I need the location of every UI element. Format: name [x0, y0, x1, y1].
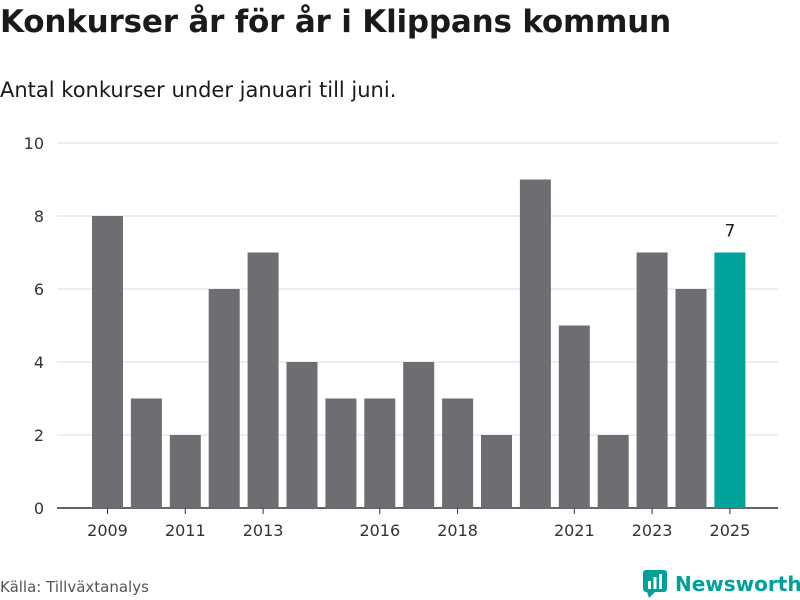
bar — [403, 362, 435, 508]
y-tick-label: 6 — [34, 280, 44, 299]
bar — [481, 435, 512, 508]
chart-title: Konkurser år för år i Klippans kommun — [0, 4, 671, 40]
bar-chart: 0 2 4 6 8 10 7 2009 2011 2013 2016 2018 2021 2023 2025 — [24, 134, 778, 540]
y-tick-label: 10 — [24, 134, 44, 153]
y-tick-label: 0 — [34, 499, 44, 518]
x-tick-label: 2018 — [437, 521, 478, 540]
data-label: 7 — [724, 222, 735, 242]
bar — [558, 325, 590, 508]
bar — [169, 435, 201, 508]
highlighted-bar — [714, 252, 746, 508]
bar — [325, 398, 357, 508]
bar — [442, 398, 474, 508]
source-note: Källa: Tillväxtanalys — [0, 578, 149, 596]
y-tick-label: 2 — [34, 426, 44, 445]
x-tick-label: 2013 — [243, 521, 284, 540]
y-tick-label: 8 — [34, 207, 44, 226]
x-tick-label: 2009 — [87, 521, 128, 540]
bar — [636, 252, 668, 508]
bar — [675, 289, 707, 508]
bar — [130, 398, 162, 508]
y-tick-label: 4 — [34, 353, 44, 372]
x-tick-label: 2011 — [165, 521, 206, 540]
bar — [519, 179, 551, 508]
x-tick-label: 2023 — [632, 521, 673, 540]
bars — [92, 179, 746, 508]
x-tick-label: 2016 — [359, 521, 400, 540]
axis-labels: 0 2 4 6 8 10 7 2009 2011 2013 2016 2018 2021 2023 2025 — [24, 134, 751, 540]
brand-logo: Newsworthy — [643, 568, 800, 600]
x-tick-label: 2021 — [554, 521, 595, 540]
bar — [92, 216, 123, 508]
newsworthy-chart-logo-icon — [643, 570, 667, 598]
x-tick-label: 2025 — [710, 521, 751, 540]
brand-name: Newsworthy — [675, 572, 800, 596]
bar — [208, 289, 240, 508]
bar — [247, 252, 279, 508]
bar — [364, 398, 396, 508]
bar — [597, 435, 629, 508]
bar — [286, 362, 318, 508]
chart-subtitle: Antal konkurser under januari till juni. — [0, 78, 397, 102]
